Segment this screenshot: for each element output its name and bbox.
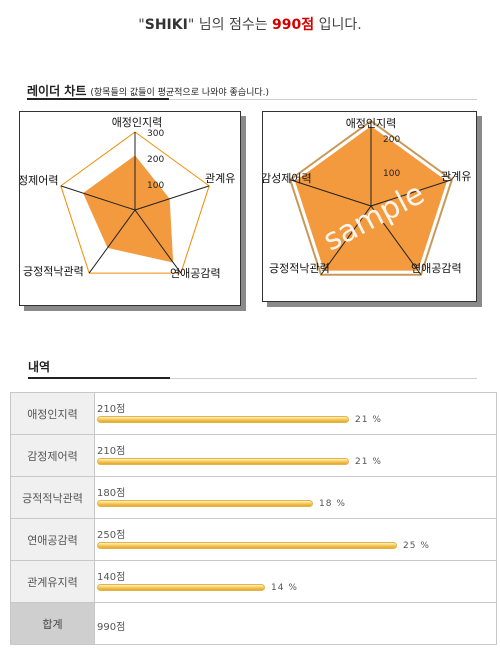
score-text-mid: 님의 점수는 (194, 17, 273, 33)
score-percent: 21 % (355, 457, 382, 467)
score-percent: 21 % (355, 415, 382, 425)
score-points: 210점 (97, 404, 126, 415)
total-score: 990점 (272, 17, 315, 33)
score-row-label: 관계유지력 (10, 560, 95, 603)
radar-axis-label: 긍정적낙관력 (269, 262, 330, 275)
radar-axis-label: 연애공감력 (170, 267, 221, 280)
radar-tick-label: 100 (383, 169, 400, 179)
score-percent: 25 % (403, 541, 430, 551)
total-row: 합계 990점 (10, 602, 497, 645)
radar-outline (60, 131, 210, 274)
radar-title-underline (27, 98, 169, 100)
radar-spoke (88, 209, 136, 274)
score-summary: "SHIKI" 님의 점수는 990점 입니다. (0, 14, 500, 34)
radar-spoke (290, 179, 372, 207)
radar-tick-label: 200 (147, 155, 164, 165)
score-row: 감정제어력 210점 21 % (10, 434, 497, 477)
radar-tick-label: 300 (147, 129, 164, 139)
radar-outline (288, 119, 454, 276)
score-row: 연애공감력 250점 25 % (10, 518, 497, 561)
score-row: 긍적적낙관력 180점 18 % (10, 476, 497, 519)
score-points: 140점 (97, 572, 126, 583)
score-bar (97, 416, 349, 423)
score-row-value: 210점 21 % (94, 434, 497, 477)
radar-spoke (370, 179, 452, 207)
total-cell: 990점 (94, 602, 497, 645)
radar-title-text: 레이더 차트 (27, 84, 87, 98)
radar-axis-label: 애정인지력 (346, 117, 397, 130)
radar-spoke (320, 205, 372, 276)
radar-axis-label: 관계유 (205, 172, 235, 185)
total-value: 990점 (97, 622, 126, 633)
score-row-value: 180점 18 % (94, 476, 497, 519)
total-label: 합계 (10, 602, 95, 645)
radar-axis-label: 정제어력 (20, 174, 58, 187)
user-name: SHIKI (144, 17, 188, 33)
score-points: 210점 (97, 446, 126, 457)
detail-title-underline (28, 377, 170, 379)
score-bar (97, 542, 397, 549)
score-bar (97, 458, 349, 465)
radar-title-rule (169, 99, 477, 100)
score-row: 애정인지력 210점 21 % (10, 392, 497, 435)
detail-section-title: 내역 (28, 360, 51, 374)
radar-note: (항목들의 값들이 평균적으로 나와야 좋습니다.) (90, 88, 270, 98)
radar-spoke (370, 205, 422, 276)
detail-title-rule (170, 378, 477, 379)
score-points: 250점 (97, 530, 126, 541)
score-points: 180점 (97, 488, 126, 499)
radar-tick-label: 100 (147, 181, 164, 191)
radar-axis-label: 감성제어력 (263, 172, 312, 185)
score-row: 관계유지력 140점 14 % (10, 560, 497, 603)
quote-close: " (187, 17, 195, 33)
score-detail-table: 애정인지력 210점 21 % 감정제어력 210점 21 % 긍적적낙관력 180점 18 %… (10, 392, 497, 645)
radar-section-title: 레이더 차트 (항목들의 값들이 평균적으로 나와야 좋습니다.) (27, 82, 269, 99)
score-row-label: 긍적적낙관력 (10, 476, 95, 519)
radar-area (83, 155, 174, 263)
radar-chart-sample: 100 200 애정인지력 관계유 연애공감력 긍정적낙관력 감성제어력 sample (262, 111, 477, 302)
radar-spoke (134, 209, 182, 274)
score-percent: 14 % (271, 583, 298, 593)
radar-spoke (60, 185, 136, 211)
radar-axis-label: 관계유 (441, 170, 471, 183)
score-row-value: 210점 21 % (94, 392, 497, 435)
radar-tick-label: 200 (383, 135, 400, 145)
score-row-label: 애정인지력 (10, 392, 95, 435)
score-row-label: 연애공감력 (10, 518, 95, 561)
score-row-value: 140점 14 % (94, 560, 497, 603)
quote-open: " (138, 17, 145, 33)
radar-axis-label: 긍정적낙관력 (23, 265, 84, 278)
score-text-tail: 입니다. (314, 17, 362, 33)
radar-axis-label: 연애공감력 (411, 262, 462, 275)
score-row-label: 감정제어력 (10, 434, 95, 477)
score-bar (97, 500, 313, 507)
score-bar (97, 584, 265, 591)
radar-spoke (134, 185, 210, 211)
radar-axis-label: 애정인지력 (112, 116, 163, 129)
score-percent: 18 % (319, 499, 346, 509)
score-row-value: 250점 25 % (94, 518, 497, 561)
